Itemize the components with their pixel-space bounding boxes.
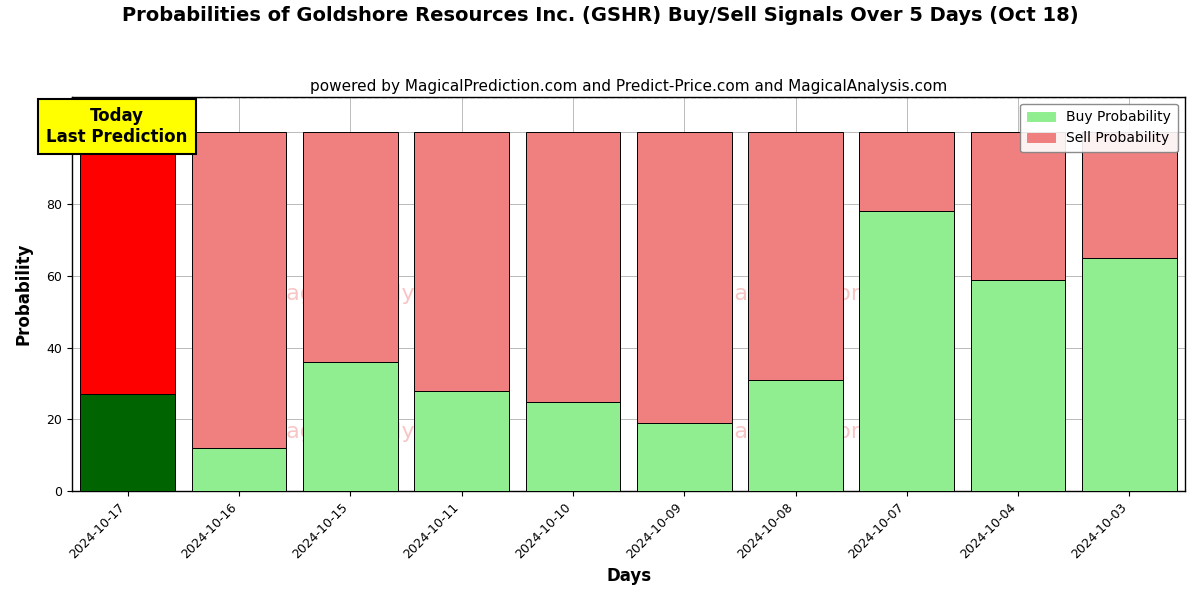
Bar bbox=[192, 133, 287, 448]
Bar bbox=[80, 133, 175, 394]
Text: MagicalPrediction.com: MagicalPrediction.com bbox=[671, 284, 920, 304]
Bar bbox=[192, 448, 287, 491]
Y-axis label: Probability: Probability bbox=[16, 242, 34, 345]
Text: MagicalPrediction.com: MagicalPrediction.com bbox=[671, 422, 920, 442]
X-axis label: Days: Days bbox=[606, 567, 652, 585]
Bar bbox=[414, 133, 509, 391]
Bar bbox=[971, 280, 1066, 491]
Bar bbox=[971, 133, 1066, 280]
Bar bbox=[526, 401, 620, 491]
Bar bbox=[859, 133, 954, 211]
Legend: Buy Probability, Sell Probability: Buy Probability, Sell Probability bbox=[1020, 104, 1178, 152]
Bar bbox=[749, 380, 842, 491]
Text: MagicalAnalysis.com: MagicalAnalysis.com bbox=[268, 284, 499, 304]
Bar bbox=[304, 133, 397, 362]
Text: Probabilities of Goldshore Resources Inc. (GSHR) Buy/Sell Signals Over 5 Days (O: Probabilities of Goldshore Resources Inc… bbox=[121, 6, 1079, 25]
Bar bbox=[749, 133, 842, 380]
Bar bbox=[637, 133, 732, 423]
Bar bbox=[1082, 258, 1177, 491]
Bar bbox=[304, 362, 397, 491]
Bar bbox=[1082, 133, 1177, 258]
Bar bbox=[526, 133, 620, 401]
Bar bbox=[80, 394, 175, 491]
Bar bbox=[859, 211, 954, 491]
Text: Today
Last Prediction: Today Last Prediction bbox=[46, 107, 187, 146]
Title: powered by MagicalPrediction.com and Predict-Price.com and MagicalAnalysis.com: powered by MagicalPrediction.com and Pre… bbox=[310, 79, 947, 94]
Bar bbox=[637, 423, 732, 491]
Text: MagicalAnalysis.com: MagicalAnalysis.com bbox=[268, 422, 499, 442]
Bar bbox=[414, 391, 509, 491]
